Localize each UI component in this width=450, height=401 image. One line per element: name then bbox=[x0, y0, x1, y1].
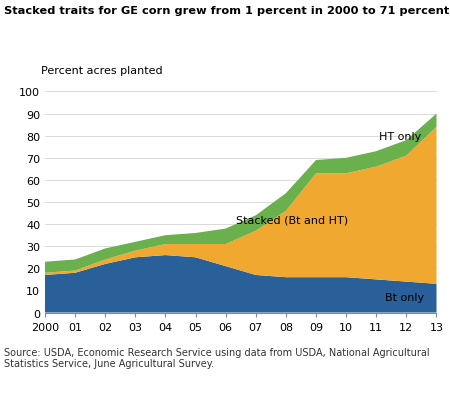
Text: Source: USDA, Economic Research Service using data from USDA, National Agricultu: Source: USDA, Economic Research Service … bbox=[4, 347, 430, 369]
Text: HT only: HT only bbox=[379, 132, 422, 141]
Text: Percent acres planted: Percent acres planted bbox=[40, 66, 162, 76]
Text: Bt only: Bt only bbox=[385, 292, 424, 302]
Text: Stacked (Bt and HT): Stacked (Bt and HT) bbox=[236, 215, 348, 225]
Text: Stacked traits for GE corn grew from 1 percent in 2000 to 71 percent in 2013: Stacked traits for GE corn grew from 1 p… bbox=[4, 6, 450, 16]
